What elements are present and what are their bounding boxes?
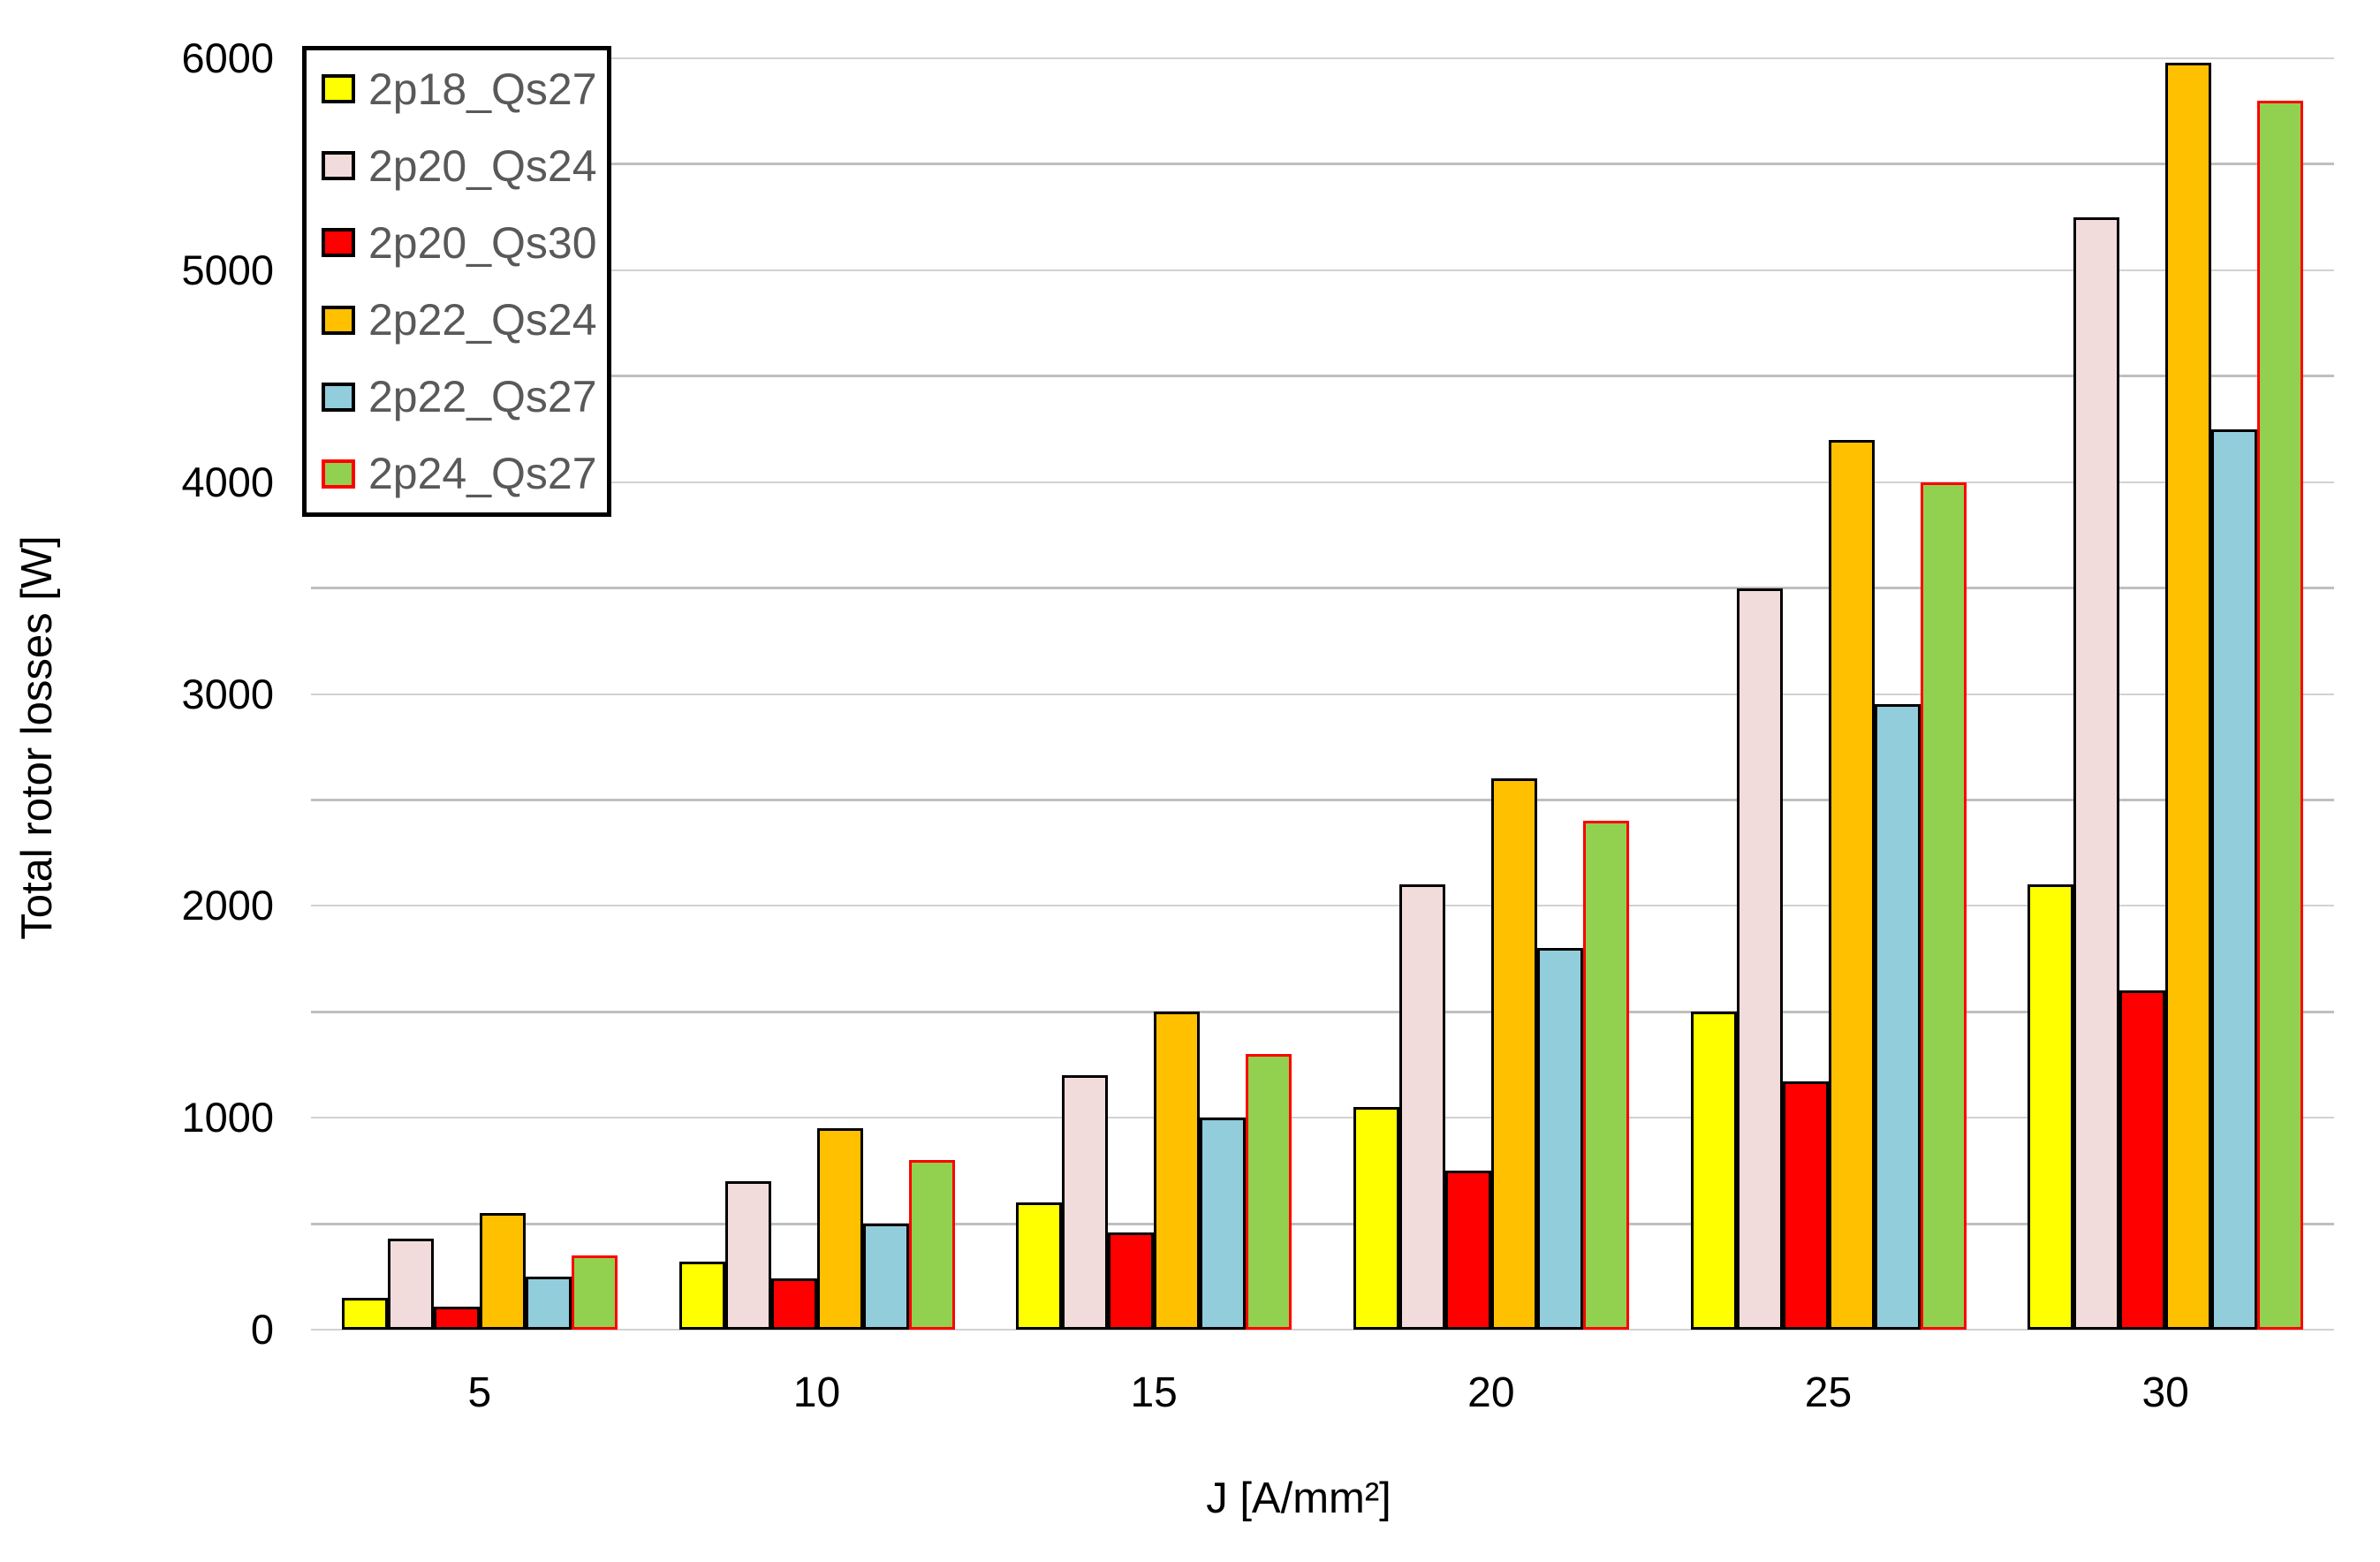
bar-2p18_Qs27-J20 <box>1353 1107 1399 1330</box>
bar-2p24_Qs27-J15 <box>1246 1054 1292 1330</box>
y-axis-title: Total rotor losses [W] <box>13 535 61 940</box>
gridline-5000 <box>311 269 2334 271</box>
legend: 2p18_Qs27 2p20_Qs24 2p20_Qs30 2p22_Qs24 2p22… <box>302 46 611 517</box>
legend-item-2p18_Qs27: 2p18_Qs27 <box>322 67 607 111</box>
bar-2p20_Qs24-J30 <box>2073 217 2120 1330</box>
bar-2p20_Qs24-J20 <box>1398 884 1445 1330</box>
y-tick-label-4000: 4000 <box>181 458 274 505</box>
bar-2p18_Qs27-J30 <box>2028 884 2074 1330</box>
y-tick-label-6000: 6000 <box>181 34 274 81</box>
bar-2p20_Qs24-J25 <box>1736 588 1783 1330</box>
bar-2p20_Qs30-J10 <box>770 1278 817 1330</box>
bar-2p20_Qs30-J30 <box>2119 990 2166 1330</box>
bar-2p22_Qs27-J10 <box>862 1224 909 1330</box>
legend-swatch-2p20_Qs30 <box>322 228 355 258</box>
bar-2p20_Qs30-J15 <box>1108 1232 1155 1330</box>
bar-2p20_Qs30-J5 <box>433 1307 480 1330</box>
bar-2p22_Qs27-J5 <box>525 1277 572 1330</box>
gridline-4500 <box>311 375 2334 378</box>
gridline-500 <box>311 1222 2334 1225</box>
legend-label-2p24_Qs27: 2p24_Qs27 <box>368 449 597 499</box>
bar-2p24_Qs27-J5 <box>571 1255 618 1330</box>
bar-2p18_Qs27-J15 <box>1016 1202 1063 1330</box>
gridline-4000 <box>311 481 2334 483</box>
legend-swatch-2p22_Qs27 <box>322 382 355 412</box>
legend-item-2p22_Qs24: 2p22_Qs24 <box>322 298 607 342</box>
x-tick-label-10: 10 <box>792 1369 841 1416</box>
x-tick-label-25: 25 <box>1804 1369 1853 1416</box>
gridline-2500 <box>311 798 2334 801</box>
bar-2p18_Qs27-J5 <box>341 1298 388 1330</box>
y-tick-label-0: 0 <box>250 1306 274 1353</box>
bar-2p24_Qs27-J25 <box>1920 482 1967 1330</box>
legend-item-2p22_Qs27: 2p22_Qs27 <box>322 375 607 419</box>
bar-2p20_Qs24-J5 <box>387 1239 434 1330</box>
legend-item-2p24_Qs27: 2p24_Qs27 <box>322 451 607 496</box>
bar-2p22_Qs24-J10 <box>816 1128 863 1330</box>
bar-2p18_Qs27-J25 <box>1690 1012 1737 1330</box>
bar-2p22_Qs24-J30 <box>2165 63 2212 1330</box>
bar-2p22_Qs27-J30 <box>2211 429 2258 1330</box>
y-tick-label-3000: 3000 <box>181 670 274 717</box>
x-tick-label-15: 15 <box>1130 1369 1178 1416</box>
bar-2p22_Qs24-J15 <box>1154 1012 1201 1330</box>
bar-2p20_Qs30-J20 <box>1444 1171 1491 1330</box>
legend-swatch-2p20_Qs24 <box>322 151 355 181</box>
legend-swatch-2p24_Qs27 <box>322 459 355 489</box>
x-tick-label-20: 20 <box>1467 1369 1515 1416</box>
bar-2p22_Qs24-J25 <box>1828 440 1875 1330</box>
bar-2p24_Qs27-J30 <box>2257 101 2304 1330</box>
plot-area <box>311 57 2334 1331</box>
bar-2p18_Qs27-J10 <box>678 1262 725 1330</box>
bar-2p20_Qs24-J15 <box>1062 1075 1109 1330</box>
legend-item-2p20_Qs24: 2p20_Qs24 <box>322 144 607 188</box>
x-tick-label-5: 5 <box>467 1369 492 1416</box>
bar-2p22_Qs27-J15 <box>1200 1118 1247 1330</box>
y-tick-label-1000: 1000 <box>181 1094 274 1141</box>
bar-2p22_Qs24-J20 <box>1490 778 1537 1330</box>
gridline-6000 <box>311 57 2334 59</box>
x-tick-label-30: 30 <box>2141 1369 2189 1416</box>
x-axis-title: J [A/mm²] <box>1206 1475 1391 1522</box>
gridline-1500 <box>311 1010 2334 1013</box>
bar-2p20_Qs24-J10 <box>724 1181 771 1330</box>
legend-item-2p20_Qs30: 2p20_Qs30 <box>322 221 607 265</box>
bar-2p22_Qs24-J5 <box>479 1213 526 1330</box>
bar-2p22_Qs27-J20 <box>1536 948 1583 1330</box>
legend-label-2p20_Qs24: 2p20_Qs24 <box>368 140 597 191</box>
y-tick-label-5000: 5000 <box>181 246 274 293</box>
gridline-5500 <box>311 163 2334 166</box>
gridline-1000 <box>311 1117 2334 1119</box>
legend-swatch-2p22_Qs24 <box>322 305 355 335</box>
bar-2p20_Qs30-J25 <box>1782 1081 1829 1330</box>
legend-swatch-2p18_Qs27 <box>322 74 355 104</box>
legend-label-2p22_Qs27: 2p22_Qs27 <box>368 372 597 422</box>
gridline-2000 <box>311 905 2334 907</box>
legend-label-2p18_Qs27: 2p18_Qs27 <box>368 64 597 114</box>
y-tick-label-2000: 2000 <box>181 882 274 929</box>
bar-2p24_Qs27-J20 <box>1582 821 1629 1330</box>
legend-label-2p20_Qs30: 2p20_Qs30 <box>368 217 597 268</box>
bar-2p24_Qs27-J10 <box>908 1160 955 1330</box>
gridline-3500 <box>311 587 2334 590</box>
gridline-0 <box>311 1329 2334 1331</box>
gridline-3000 <box>311 693 2334 695</box>
bar-2p22_Qs27-J25 <box>1874 704 1921 1330</box>
legend-label-2p22_Qs24: 2p22_Qs24 <box>368 295 597 345</box>
